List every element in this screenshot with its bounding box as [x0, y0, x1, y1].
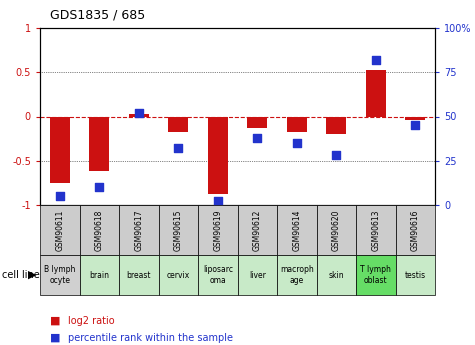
Text: GSM90613: GSM90613 [371, 209, 380, 251]
Bar [247, 117, 267, 128]
Point [372, 57, 380, 63]
Bar [208, 117, 228, 194]
Bar [119, 255, 159, 295]
Text: B lymph
ocyte: B lymph ocyte [44, 265, 76, 285]
Text: testis: testis [405, 270, 426, 279]
Bar [287, 117, 307, 132]
Bar [316, 205, 356, 255]
Text: cell line: cell line [2, 270, 40, 280]
Bar [316, 255, 356, 295]
Text: breast: breast [126, 270, 151, 279]
Bar [40, 255, 79, 295]
Bar [198, 255, 238, 295]
Bar [238, 205, 277, 255]
Bar [356, 205, 396, 255]
Text: cervix: cervix [167, 270, 190, 279]
Point [56, 194, 64, 199]
Text: GSM90614: GSM90614 [292, 209, 301, 251]
Bar [198, 205, 238, 255]
Bar [405, 117, 425, 120]
Bar [277, 255, 316, 295]
Text: skin: skin [328, 270, 344, 279]
Text: liposarc
oma: liposarc oma [203, 265, 233, 285]
Text: T lymph
oblast: T lymph oblast [361, 265, 391, 285]
Text: ▶: ▶ [28, 270, 37, 280]
Text: GSM90620: GSM90620 [332, 209, 341, 251]
Bar [356, 255, 396, 295]
Text: log2 ratio: log2 ratio [68, 316, 115, 326]
Bar [238, 255, 277, 295]
Text: ■: ■ [49, 316, 60, 326]
Text: GSM90615: GSM90615 [174, 209, 183, 251]
Bar [89, 117, 109, 171]
Bar [168, 117, 188, 132]
Bar [79, 255, 119, 295]
Text: GSM90612: GSM90612 [253, 209, 262, 251]
Point [411, 122, 419, 128]
Point [214, 199, 221, 204]
Point [332, 153, 340, 158]
Bar [396, 205, 435, 255]
Text: GSM90619: GSM90619 [213, 209, 222, 251]
Point [174, 146, 182, 151]
Text: GSM90616: GSM90616 [411, 209, 420, 251]
Point [135, 110, 142, 116]
Text: percentile rank within the sample: percentile rank within the sample [68, 333, 234, 343]
Bar [159, 205, 198, 255]
Text: brain: brain [89, 270, 109, 279]
Bar [40, 205, 79, 255]
Text: GSM90611: GSM90611 [55, 209, 64, 251]
Text: GDS1835 / 685: GDS1835 / 685 [49, 8, 145, 21]
Bar [277, 205, 316, 255]
Bar [79, 205, 119, 255]
Bar [326, 117, 346, 134]
Text: GSM90617: GSM90617 [134, 209, 143, 251]
Bar [50, 117, 70, 183]
Point [254, 135, 261, 140]
Point [293, 140, 301, 146]
Text: ■: ■ [49, 333, 60, 343]
Bar [366, 70, 386, 117]
Point [95, 185, 103, 190]
Bar [159, 255, 198, 295]
Text: GSM90618: GSM90618 [95, 209, 104, 251]
Bar [119, 205, 159, 255]
Text: macroph
age: macroph age [280, 265, 314, 285]
Bar [396, 255, 435, 295]
Bar [129, 114, 149, 117]
Text: liver: liver [249, 270, 266, 279]
